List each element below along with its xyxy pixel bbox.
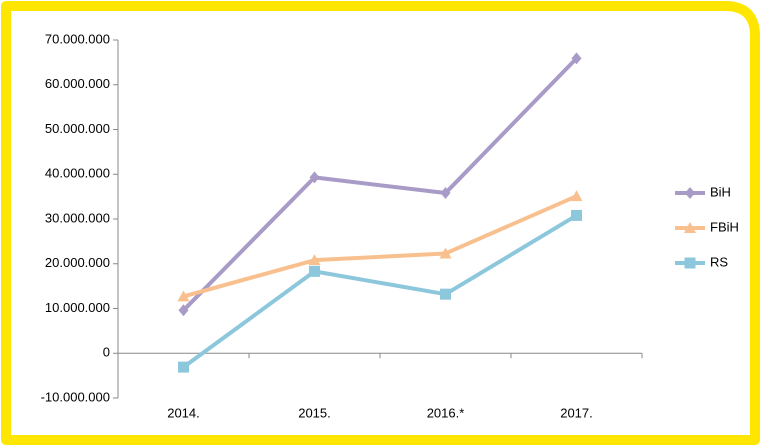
legend-marker [684, 222, 696, 233]
legend-marker [685, 187, 695, 199]
point [440, 288, 451, 300]
point [178, 361, 189, 373]
legend-marker [684, 257, 696, 269]
y-tick-label: 50.000.000 [45, 121, 110, 136]
x-tick-label: 2014. [167, 405, 200, 420]
point [571, 52, 582, 65]
y-tick-label: 40.000.000 [45, 166, 110, 181]
point [309, 265, 320, 277]
series-line [182, 213, 578, 369]
point [439, 247, 452, 259]
legend-label: RS [710, 254, 728, 269]
y-tick-label: 70.000.000 [45, 31, 110, 46]
series-line [182, 56, 578, 312]
legend-label: BiH [710, 184, 731, 199]
x-tick-label: 2017. [560, 405, 593, 420]
point [571, 209, 582, 221]
y-tick-label: 10.000.000 [45, 300, 110, 315]
y-tick-label: -10.000.000 [41, 389, 110, 404]
point [178, 304, 189, 317]
y-tick-label: 20.000.000 [45, 255, 110, 270]
y-tick-label: 0 [103, 345, 110, 360]
point [308, 254, 321, 266]
x-tick-label: 2015. [298, 405, 331, 420]
x-tick-label: 2016.* [427, 405, 465, 420]
point [440, 187, 451, 200]
legend-label: FBiH [710, 219, 739, 234]
point [309, 171, 320, 184]
point [177, 290, 190, 302]
y-tick-label: 30.000.000 [45, 210, 110, 225]
point [570, 190, 583, 202]
y-tick-label: 60.000.000 [45, 76, 110, 91]
series-line [182, 194, 578, 299]
